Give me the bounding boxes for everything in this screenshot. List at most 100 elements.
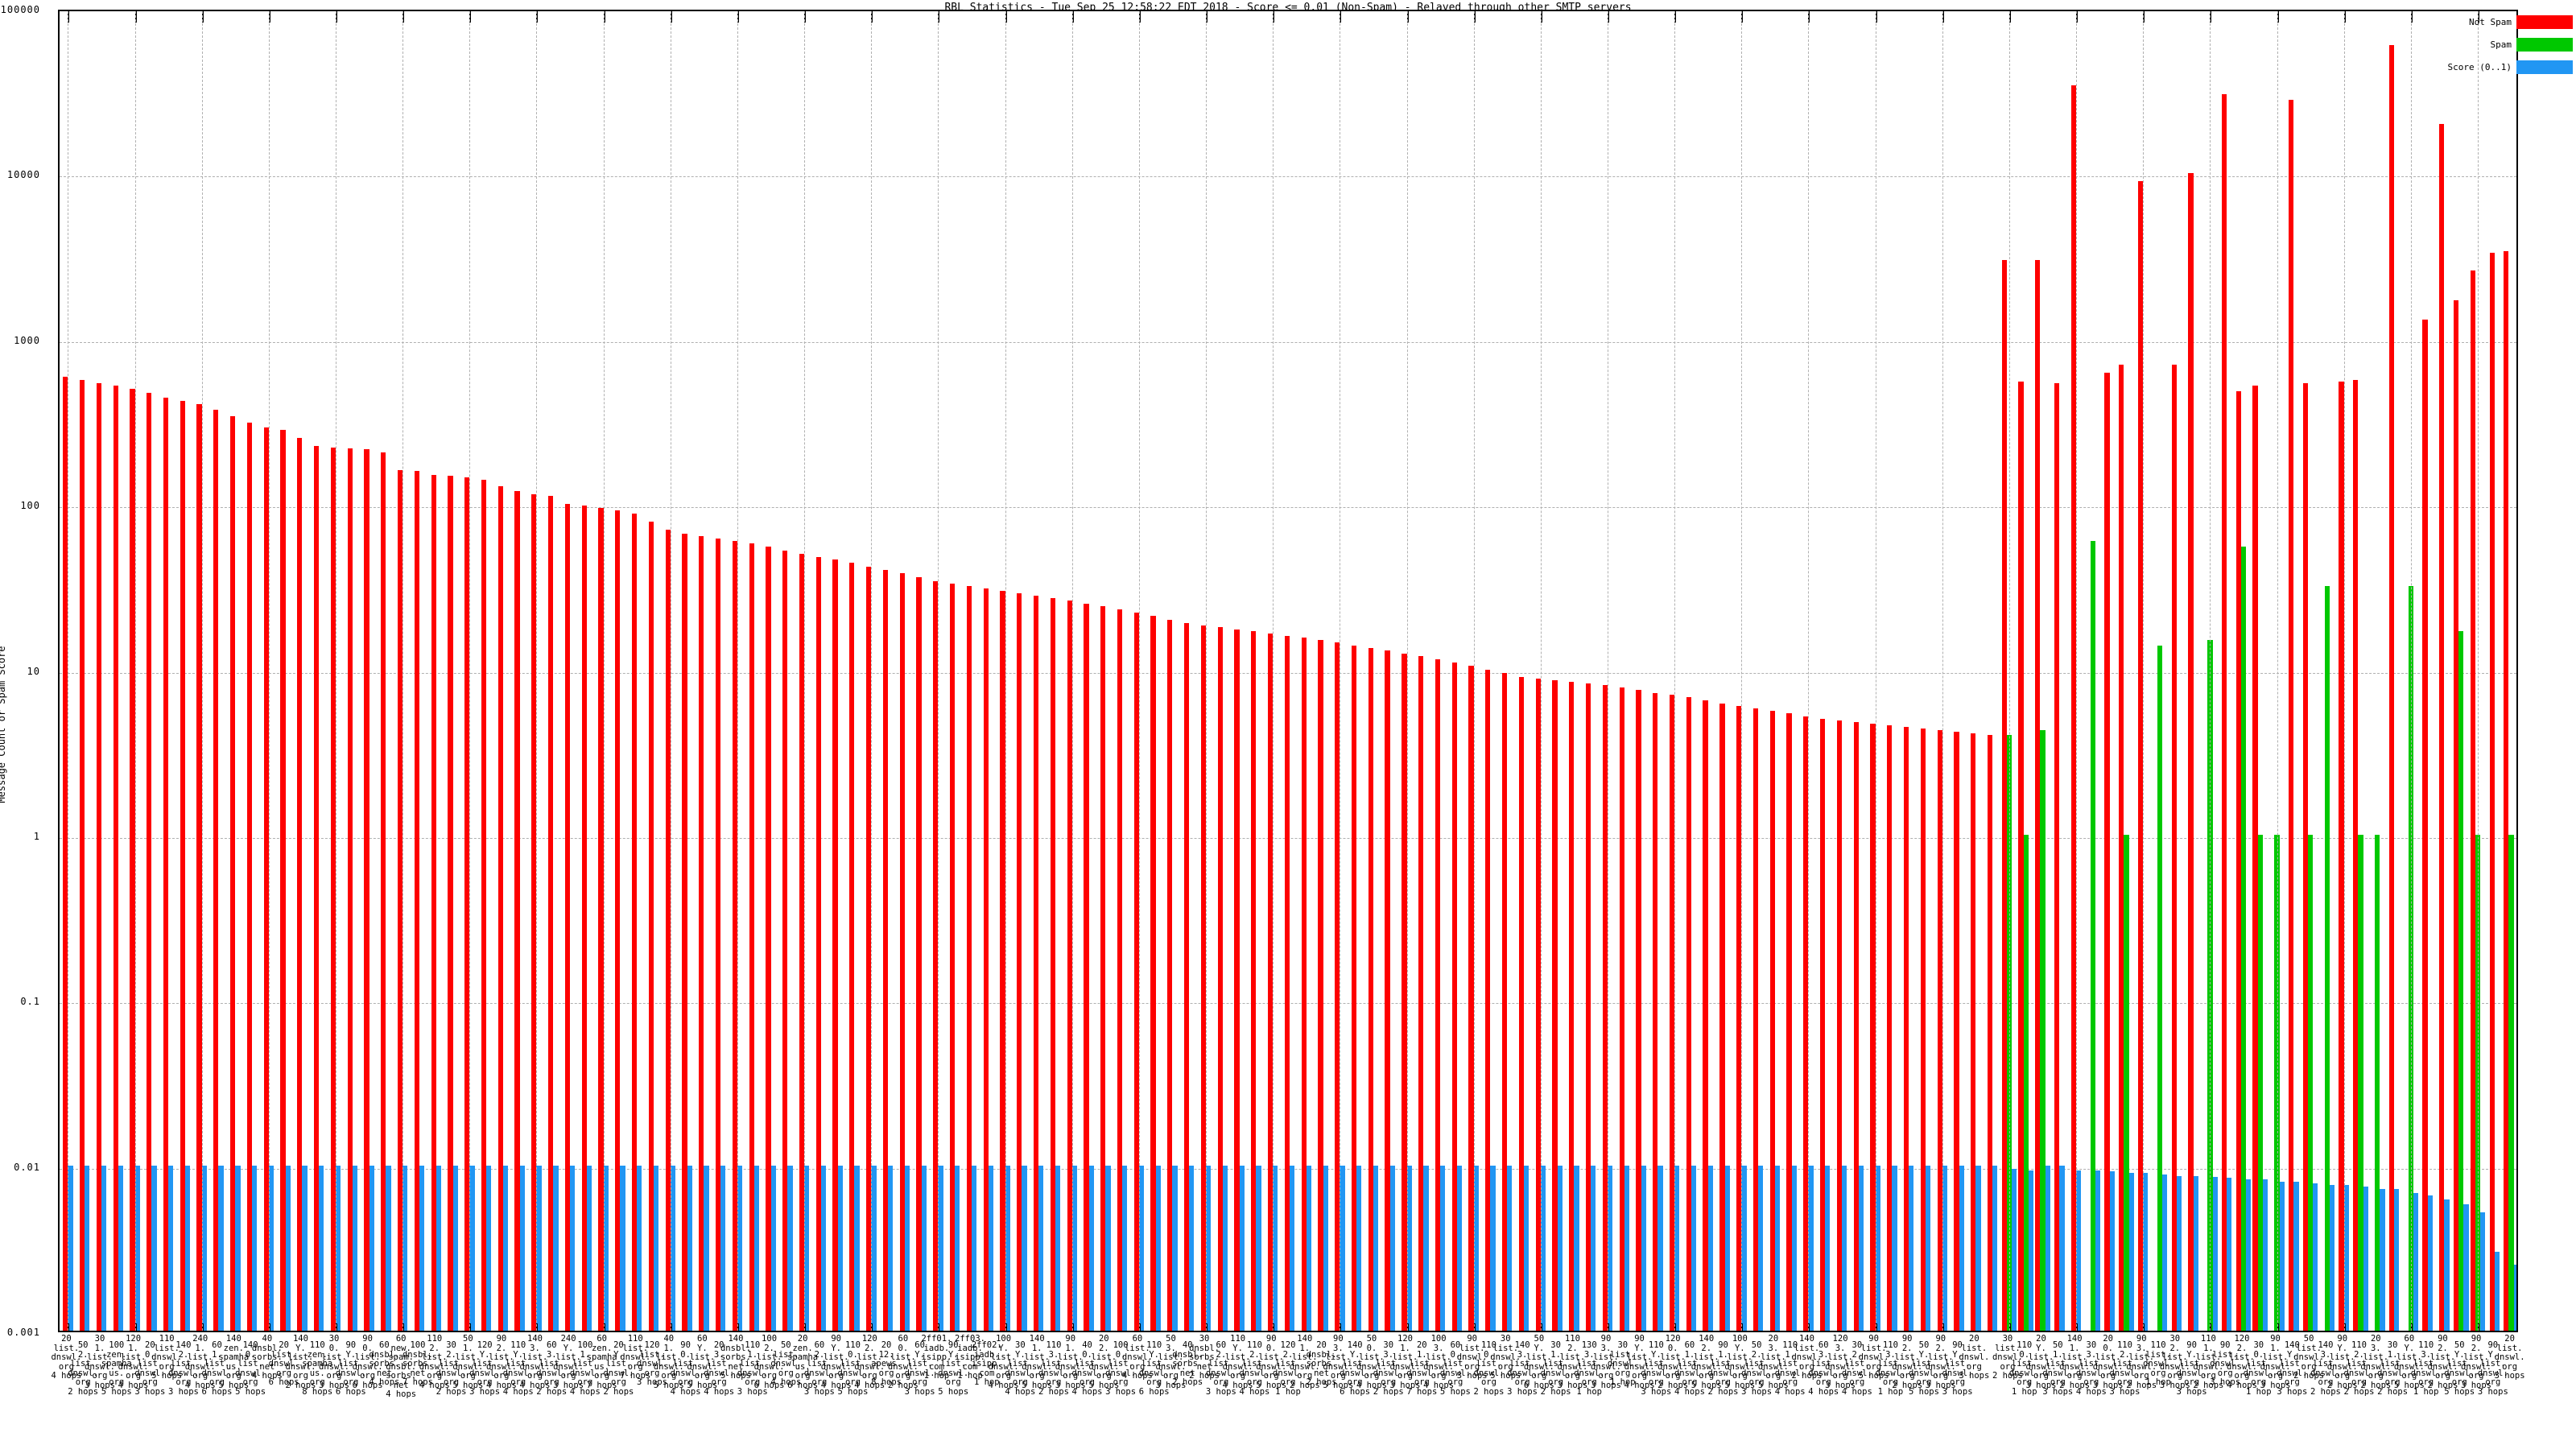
bar-score: [101, 1165, 107, 1331]
x-axis-tick: [1741, 11, 1744, 23]
x-axis-label-line: 3.: [2370, 1343, 2381, 1353]
x-axis-label-line: dnswl.: [419, 1361, 450, 1372]
x-axis-label-line: 1.: [1416, 1349, 1427, 1360]
x-axis-label-line: 90: [496, 1334, 507, 1344]
x-axis-label-line: org: [996, 1371, 1012, 1381]
gridline-vertical: [469, 11, 471, 1331]
x-axis-label-line: list.: [2145, 1349, 2171, 1360]
x-axis-label-line: Y.: [1015, 1349, 1026, 1360]
x-axis-label-line: list.: [1761, 1352, 1786, 1362]
x-axis-label-line: 5 hops: [938, 1386, 969, 1397]
bar-score: [2427, 1195, 2433, 1331]
gridline-vertical: [134, 11, 136, 1331]
x-axis-label-line: dnswl.: [134, 1368, 166, 1378]
x-axis-label-line: 3.: [1885, 1349, 1896, 1360]
bar-score: [938, 1165, 943, 1331]
x-axis-label: 60 1. list. dnswl. org 4 hops: [1672, 1340, 1707, 1397]
x-axis-label-line: dnswl.: [1523, 1361, 1554, 1372]
x-axis-tick: [938, 1323, 940, 1331]
legend-label-not-spam: Not Spam: [2469, 16, 2512, 27]
x-axis-label-line: 2.: [764, 1343, 774, 1353]
bar-score: [637, 1165, 642, 1331]
x-axis-label-line: list.: [906, 1359, 933, 1368]
x-axis-label-line: dnswl.: [2461, 1361, 2491, 1372]
gridline-horizontal: [60, 176, 2516, 178]
x-axis-label-line: net: [1314, 1368, 1330, 1378]
x-axis-label-line: sorbs.: [369, 1359, 400, 1368]
x-axis-label: 240 Y. list. dnswl. org 3 hops: [551, 1334, 586, 1390]
x-axis-label-line: 5 hops: [452, 1380, 484, 1390]
bar-not-spam: [615, 510, 621, 1331]
x-axis-label-line: 140: [242, 1340, 258, 1350]
x-axis-label-line: 6 hops: [1138, 1386, 1170, 1397]
x-axis-label-line: 3.: [1768, 1343, 1779, 1353]
bar-not-spam: [749, 543, 754, 1331]
bar-score: [904, 1165, 910, 1331]
x-axis-label-line: list.: [739, 1359, 766, 1368]
x-axis-label-line: org: [2116, 1377, 2132, 1387]
x-axis-label-line: 2.: [429, 1343, 440, 1353]
bar-score: [1992, 1165, 1998, 1331]
bar-score: [2028, 1170, 2034, 1331]
x-axis-label-line: spamhaus.: [101, 1359, 132, 1378]
bar-not-spam: [1050, 597, 1055, 1331]
x-axis-label-line: 2 hops: [1189, 1371, 1220, 1381]
bar-score: [654, 1165, 659, 1331]
x-axis-label-line: dnswl.: [1724, 1361, 1756, 1372]
x-axis-label-line: 60: [814, 1340, 825, 1350]
x-axis-label-line: 4 hops: [1239, 1386, 1270, 1397]
bar-score: [1423, 1165, 1429, 1331]
bar-not-spam: [1870, 723, 1876, 1331]
x-axis-label-line: 20: [881, 1340, 892, 1350]
x-axis-label-line: sorbs.: [720, 1352, 751, 1362]
x-axis-label-line: list.: [287, 1352, 314, 1362]
x-axis-label: 60 3. list. dnswl. org 4 hops: [1806, 1340, 1841, 1397]
x-axis-label-line: list.: [2413, 1359, 2439, 1368]
x-axis-label-line: org: [577, 1377, 593, 1387]
x-axis-label-line: dnsbl.: [1189, 1343, 1220, 1353]
bar-score: [1155, 1165, 1161, 1331]
x-axis-label-line: dnswl.: [1389, 1361, 1421, 1372]
x-axis-label-line: dnswl.: [519, 1361, 551, 1372]
x-axis-label-line: org: [1615, 1368, 1631, 1378]
bar-score: [419, 1165, 425, 1331]
bar-score: [1741, 1165, 1747, 1331]
x-axis-label-line: 0.: [1450, 1349, 1461, 1360]
x-axis-label-line: 90: [1265, 1334, 1277, 1344]
x-axis-label-line: list.: [1208, 1359, 1234, 1368]
x-axis-label-line: 90: [2219, 1340, 2231, 1350]
x-axis-label: 20 3. list. dnswl. org 5 hops: [1756, 1334, 1791, 1390]
x-axis-label-line: org: [527, 1371, 543, 1381]
gridline-vertical: [804, 11, 806, 1331]
bar-score: [620, 1165, 625, 1331]
x-axis-label: 110 3. list. dnswl. org 2 hops: [1036, 1340, 1071, 1397]
bar-not-spam: [1133, 613, 1139, 1331]
bar-not-spam: [1585, 683, 1591, 1331]
x-axis-label-line: list.: [1660, 1352, 1686, 1362]
x-axis-label-line: dnswl.: [469, 1368, 501, 1378]
x-axis-label-line: org: [2284, 1377, 2300, 1387]
x-axis-label-line: 110: [1648, 1340, 1664, 1350]
x-axis-tick: [1540, 1323, 1542, 1331]
x-axis-label-line: list.: [1643, 1359, 1670, 1368]
y-axis-tick-labels: 100000 10000 1000 100 10 1 0.1 0.01 0.001: [0, 4, 55, 1338]
bar-not-spam: [431, 474, 436, 1331]
x-axis-label-line: 100: [109, 1340, 125, 1350]
x-axis-label-line: 90: [1718, 1340, 1728, 1350]
x-axis-label-line: dnswl.: [1088, 1361, 1120, 1372]
x-axis-label-line: 130: [1581, 1340, 1597, 1350]
bar-not-spam: [2188, 173, 2194, 1331]
x-axis-label-line: Y.: [1232, 1343, 1243, 1353]
x-axis-label-line: 1 hop: [1877, 1386, 1904, 1397]
x-axis-label-line: 1 hop: [2413, 1386, 2439, 1397]
x-axis-label-line: list.: [505, 1359, 531, 1368]
bar-not-spam: [1502, 673, 1508, 1331]
x-axis-label-line: dnswl.: [536, 1368, 568, 1378]
x-axis-label-line: 100: [410, 1340, 426, 1350]
x-axis-label-line: 20: [279, 1340, 289, 1350]
gridline-horizontal: [60, 341, 2516, 343]
x-axis-label-line: dnswl.: [2075, 1368, 2107, 1378]
x-axis-label-line: org: [1464, 1361, 1480, 1372]
x-axis-label: 90 Y. list. dnswl. org 3 hops: [2475, 1340, 2511, 1397]
x-axis-label-line: 3 hops: [1557, 1380, 1588, 1390]
